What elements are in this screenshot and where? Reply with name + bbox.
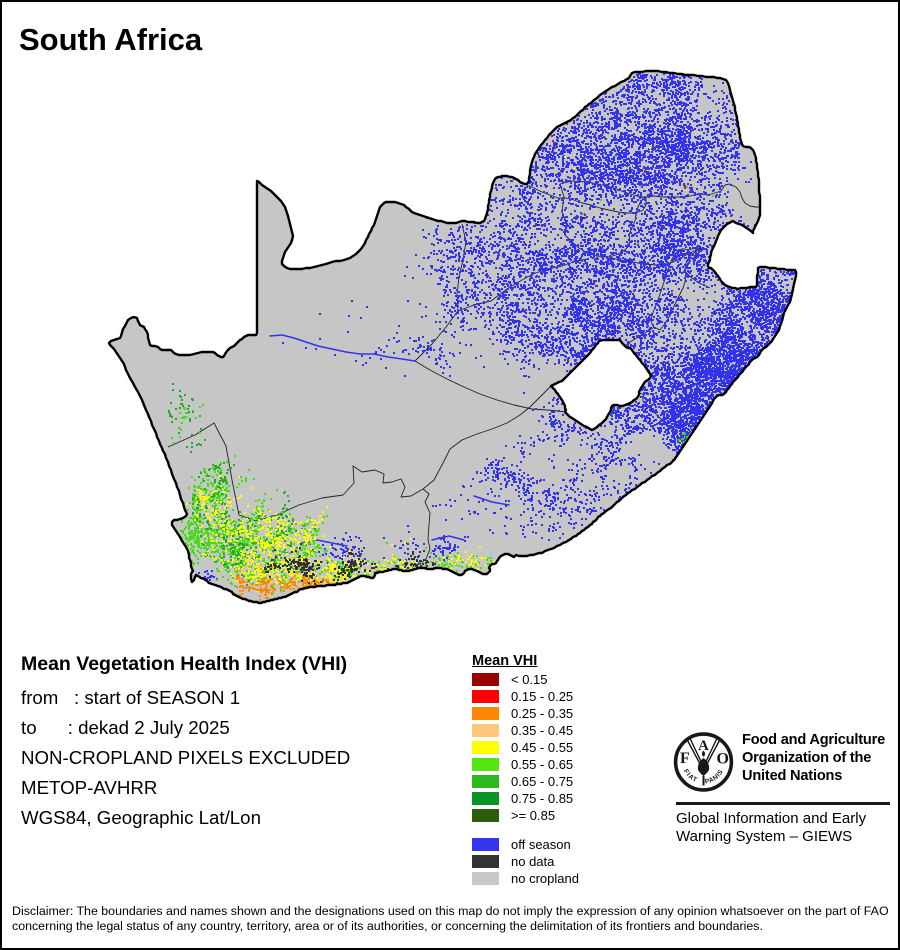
svg-text:F: F bbox=[680, 750, 690, 767]
svg-text:A: A bbox=[698, 738, 709, 754]
svg-text:O: O bbox=[717, 751, 729, 768]
